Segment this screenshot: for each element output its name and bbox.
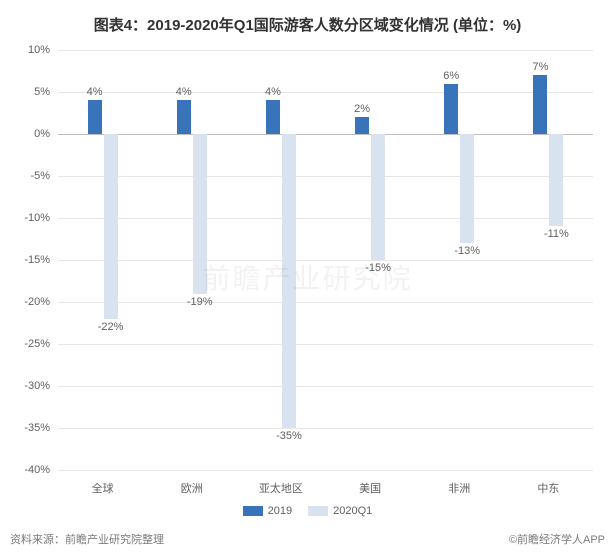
bar-value-label: -22% (98, 321, 124, 333)
bar: -15% (371, 134, 385, 260)
bar: -35% (282, 134, 296, 428)
category-label: 欧洲 (181, 470, 203, 496)
bar-value-label: -13% (454, 245, 480, 257)
gridline (58, 470, 593, 471)
bar: 4% (266, 100, 280, 134)
bar-value-label: 4% (176, 86, 192, 98)
category-label: 中东 (537, 470, 559, 496)
category-group: 2%-15%美国 (326, 50, 415, 470)
category-group: 4%-19%欧洲 (147, 50, 236, 470)
bar-value-label: -11% (544, 228, 569, 240)
category-label: 美国 (359, 470, 381, 496)
y-tick-label: -30% (24, 380, 58, 392)
bar-value-label: 2% (354, 103, 370, 115)
bar-value-label: 4% (265, 86, 281, 98)
bar: 4% (88, 100, 102, 134)
bar: 4% (177, 100, 191, 134)
category-label: 全球 (92, 470, 114, 496)
category-group: 6%-13%非洲 (415, 50, 504, 470)
legend: 2019 2020Q1 (0, 505, 615, 519)
legend-label: 2019 (268, 505, 292, 517)
legend-label: 2020Q1 (333, 505, 372, 517)
category-label: 亚太地区 (259, 470, 303, 496)
y-tick-label: -10% (24, 212, 58, 224)
bar-value-label: 7% (532, 61, 548, 73)
bar: -19% (193, 134, 207, 294)
bar-value-label: -15% (365, 262, 391, 274)
y-tick-label: 0% (34, 128, 58, 140)
bar: 7% (533, 75, 547, 134)
bar: 2% (355, 117, 369, 134)
bar: -13% (460, 134, 474, 243)
category-label: 非洲 (448, 470, 470, 496)
y-tick-label: -20% (24, 296, 58, 308)
y-tick-label: -5% (30, 170, 58, 182)
category-group: 7%-11%中东 (504, 50, 593, 470)
bar-value-label: -19% (187, 296, 213, 308)
category-group: 4%-35%亚太地区 (236, 50, 325, 470)
chart-title: 图表4：2019-2020年Q1国际游客人数分区域变化情况 (单位：%) (0, 0, 615, 35)
y-tick-label: -40% (24, 464, 58, 476)
legend-item: 2020Q1 (308, 505, 372, 517)
y-tick-label: -25% (24, 338, 58, 350)
category-group: 4%-22%全球 (58, 50, 147, 470)
y-tick-label: 5% (34, 86, 58, 98)
plot-area: 10%5%0%-5%-10%-15%-20%-25%-30%-35%-40%4%… (58, 50, 593, 470)
bar: -22% (104, 134, 118, 319)
copyright-text: ©前瞻经济学人APP (509, 531, 605, 547)
legend-swatch (308, 506, 328, 516)
y-tick-label: -35% (24, 422, 58, 434)
legend-item: 2019 (243, 505, 292, 517)
bar-value-label: -35% (276, 430, 302, 442)
bar-value-label: 6% (443, 70, 459, 82)
y-tick-label: -15% (24, 254, 58, 266)
bar: -11% (549, 134, 563, 226)
bar: 6% (444, 84, 458, 134)
bar-value-label: 4% (87, 86, 103, 98)
y-tick-label: 10% (28, 44, 58, 56)
source-text: 资料来源：前瞻产业研究院整理 (10, 531, 164, 547)
legend-swatch (243, 506, 263, 516)
